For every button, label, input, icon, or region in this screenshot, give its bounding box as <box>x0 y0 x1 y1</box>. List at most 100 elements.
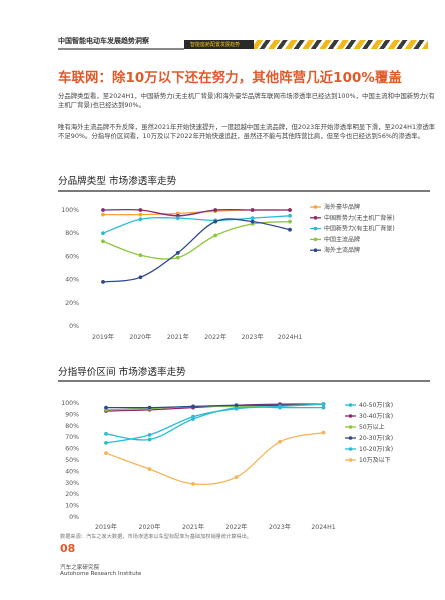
chart2-series-point <box>234 475 239 479</box>
chart2-series-point <box>104 405 108 410</box>
chart1-series-point <box>138 275 143 280</box>
paragraph-brand-type: 分品牌类型看，至2024H1，中国新势力(无主机厂背景)和海外豪华品牌车联网市场… <box>58 92 435 110</box>
chart2-y-tick-label: 30% <box>65 480 79 487</box>
chart2-x-tick-label: 2023年 <box>269 523 291 531</box>
chart1-legend-label: 海外豪华品牌 <box>324 203 360 211</box>
chart2-title: 分指导价区间 市场渗透率走势 <box>58 367 186 378</box>
chart1-series-point <box>101 231 105 236</box>
chart2-legend-label: 10-20万(含) <box>359 445 393 453</box>
chart2-series-point <box>321 430 326 435</box>
chart1-x-tick-label: 2024H1 <box>278 334 302 341</box>
chart1-series-line <box>102 215 291 234</box>
chart2-y-tick-label: 50% <box>65 457 79 464</box>
chart1-legend-marker <box>313 216 318 220</box>
chart2-y-tick-label: 40% <box>65 468 79 475</box>
report-title: 中国智能电动车发展趋势洞察 <box>58 37 149 45</box>
chart2-y-tick-label: 10% <box>65 503 79 510</box>
paragraph-price-range: 唯有海外主流品牌不升反降，虽然2021年开始快速提升，一度超越中国主流品牌，但2… <box>58 123 436 141</box>
header-rule <box>58 48 184 50</box>
chart2-series-point <box>147 467 152 471</box>
chart1-series-point <box>138 217 143 222</box>
chart2-y-tick-label: 0% <box>69 514 79 521</box>
brand-name-cn: 汽车之家研究院 <box>60 565 100 571</box>
chart2-series-point <box>104 441 108 445</box>
chart1-y-tick-label: 100% <box>61 207 79 214</box>
chart1-x-tick-label: 2022年 <box>204 333 226 341</box>
chart1-series-point <box>101 280 105 284</box>
chart2-legend-marker <box>348 458 353 462</box>
chart2-series-line <box>105 403 324 409</box>
chart2-x-tick-label: 2021年 <box>182 523 204 531</box>
chart2-legend-label: 50万以上 <box>359 423 385 431</box>
data-source-note: 数据来源：汽车之家大数据，市场渗透率以车型标配率为基础加权销量统计算得出。 <box>60 534 252 540</box>
chart1-series-point <box>250 216 255 221</box>
chart2-series-point <box>191 404 195 409</box>
chart2-series-point <box>321 402 326 406</box>
chart1-series-point <box>175 216 180 221</box>
chart1-title: 分品牌类型 市场渗透率走势 <box>58 176 177 187</box>
chart1-legend-label: 中国新势力(无主机厂背景) <box>324 214 395 222</box>
chart1-series-point <box>175 255 180 260</box>
chart1-series-point <box>288 208 292 212</box>
chart2-legend-label: 20-30万(含) <box>359 434 393 442</box>
chart2-series-point <box>278 439 282 444</box>
chart1-series-point <box>138 208 143 212</box>
chart1-series-point <box>213 233 218 238</box>
chart1-group: 0% 20% 40% 60% 80% 100% 2019年 2020年 2021年 2022年 20… <box>61 203 394 341</box>
chart1-title-rule <box>58 190 430 192</box>
chart1-legend-marker <box>313 237 318 242</box>
chart2-y-tick-label: 80% <box>65 423 79 430</box>
chart2-series-point <box>147 433 152 437</box>
chart2-series-point <box>104 431 108 436</box>
chart2-series-point <box>191 482 195 486</box>
chart2-legend-label: 10万及以下 <box>359 457 391 464</box>
chart2-series-point <box>278 404 282 409</box>
chart1-series-point <box>288 227 292 232</box>
chart1-series-point <box>101 212 105 217</box>
chart1-series-point <box>250 219 255 224</box>
section-tag-label: 智能座舱配置发展趋势 <box>190 42 241 48</box>
section-tag: 智能座舱配置发展趋势 <box>184 40 254 49</box>
chart1-y-tick-label: 20% <box>65 300 79 307</box>
chart2-legend-marker <box>348 414 353 418</box>
chart2-x-tick-label: 2020年 <box>139 523 161 531</box>
chart1-legend-label: 海外主流品牌 <box>324 246 360 254</box>
chart2-series-point <box>321 405 326 410</box>
chart1-y-tick-label: 60% <box>65 253 79 260</box>
chart1-legend-marker <box>313 205 318 209</box>
brand-name-en: Autohome Research Institute <box>60 571 142 577</box>
chart2-y-tick-label: 90% <box>65 411 79 418</box>
chart2-y-tick-label: 20% <box>65 491 79 498</box>
chart2-series-point <box>234 406 239 411</box>
chart2-series-point <box>191 414 195 419</box>
chart1-legend-marker <box>313 226 318 231</box>
chart2-legend-label: 40-50万(含) <box>359 401 393 409</box>
chart1-x-tick-label: 2020年 <box>129 333 151 341</box>
chart1-y-tick-label: 40% <box>65 277 79 284</box>
hazard-stripes-decoration <box>254 40 428 49</box>
chart1-legend-label: 中国主流品牌 <box>324 235 360 243</box>
chart1-series-point <box>175 251 180 255</box>
chart2-series-line <box>105 431 324 486</box>
chart2-series-point <box>147 405 152 410</box>
chart2-legend-label: 30-40万(含) <box>359 412 393 420</box>
chart1-series-point <box>250 208 255 212</box>
chart2-x-tick-label: 2022年 <box>226 523 248 531</box>
chart2-legend-marker <box>348 447 353 451</box>
page-headline: 车联网：除10万以下还在努力，其他阵营几近100%覆盖 <box>58 71 402 86</box>
chart2-series-point <box>147 437 152 442</box>
chart2-series-point <box>104 451 108 456</box>
chart1-series-line <box>102 220 291 260</box>
report-header: 中国智能电动车发展趋势洞察 智能座舱配置发展趋势 <box>58 36 428 50</box>
chart2-y-tick-label: 60% <box>65 446 79 453</box>
chart1-series-point <box>213 219 218 224</box>
chart1-series-point <box>138 253 143 258</box>
chart1-y-tick-label: 80% <box>65 230 79 237</box>
chart2-legend-marker <box>348 403 353 407</box>
chart1-x-tick-label: 2021年 <box>167 333 189 341</box>
chart1-legend-marker <box>313 248 318 252</box>
chart1-series-line <box>102 208 290 217</box>
chart1-x-tick-label: 2019年 <box>92 333 114 341</box>
chart1-series-point <box>101 239 105 244</box>
